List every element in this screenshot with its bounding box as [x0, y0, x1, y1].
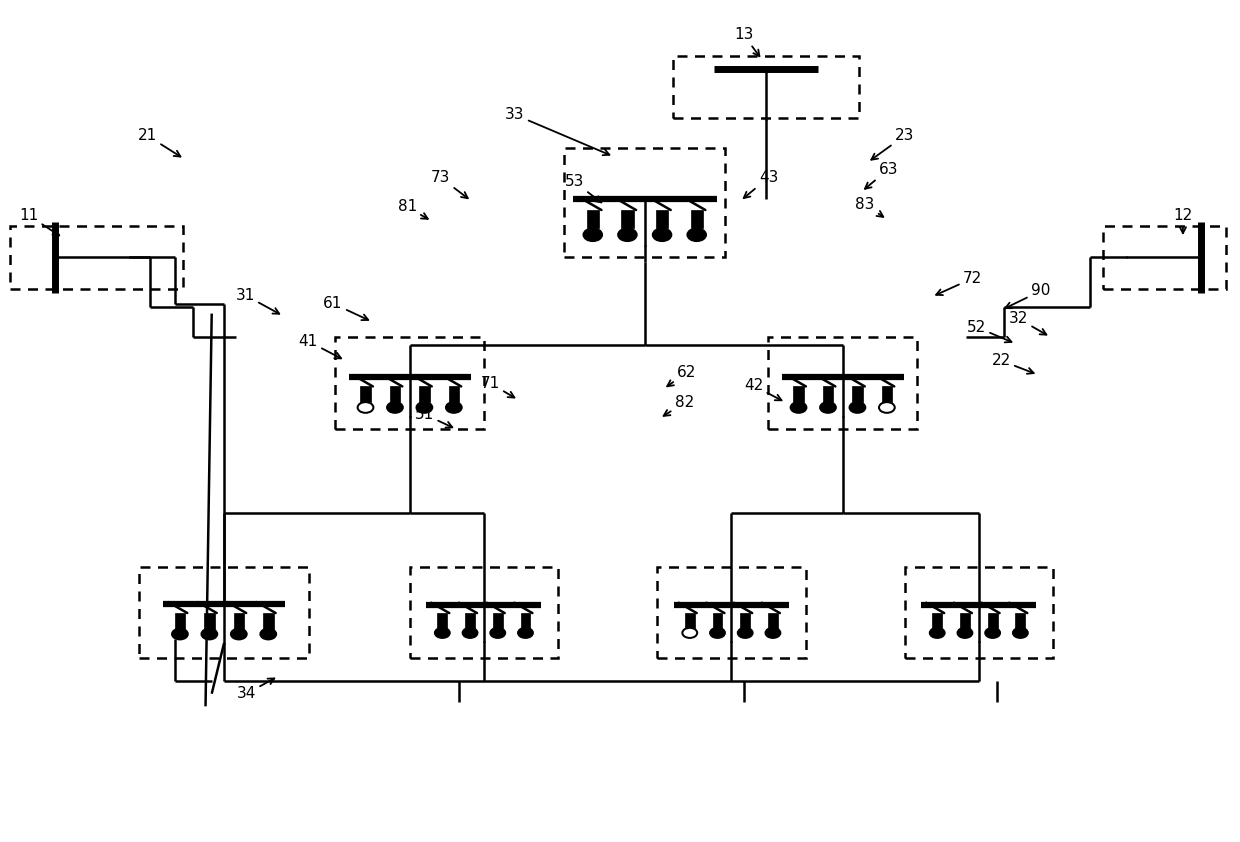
Bar [769, 337, 916, 429]
Circle shape [518, 628, 533, 638]
Circle shape [387, 402, 403, 413]
Text: 42: 42 [744, 378, 781, 400]
Text: 61: 61 [324, 296, 368, 320]
Bar [621, 210, 634, 228]
Circle shape [172, 629, 187, 639]
Circle shape [490, 628, 505, 638]
Bar [960, 613, 970, 628]
Bar [492, 613, 502, 628]
Bar [794, 386, 804, 402]
Bar [740, 613, 750, 628]
Bar [233, 613, 244, 629]
Bar [419, 386, 429, 402]
Circle shape [879, 402, 895, 413]
Text: 21: 21 [138, 128, 181, 157]
Bar [521, 613, 531, 628]
Text: 43: 43 [744, 170, 779, 198]
Text: 12: 12 [1173, 208, 1193, 233]
Text: 34: 34 [237, 679, 274, 701]
Circle shape [201, 629, 217, 639]
Circle shape [711, 628, 725, 638]
Text: 63: 63 [866, 162, 898, 189]
Bar [465, 613, 475, 628]
Bar [409, 567, 558, 658]
Text: 72: 72 [936, 271, 982, 295]
Bar [673, 56, 859, 119]
Bar [449, 386, 459, 402]
Bar [587, 210, 599, 228]
Bar [882, 386, 892, 402]
Text: 71: 71 [480, 376, 515, 397]
Bar [205, 613, 215, 629]
Bar [656, 210, 668, 228]
Circle shape [619, 228, 636, 241]
Text: 83: 83 [856, 197, 883, 217]
Text: 22: 22 [992, 353, 1034, 374]
Bar [175, 613, 185, 629]
Bar [852, 386, 863, 402]
Circle shape [231, 629, 247, 639]
Text: 62: 62 [667, 365, 697, 386]
Circle shape [357, 402, 373, 413]
Bar [139, 567, 310, 658]
Text: 51: 51 [415, 407, 453, 428]
Text: 23: 23 [872, 128, 914, 160]
Circle shape [930, 628, 945, 638]
Text: 13: 13 [734, 28, 759, 56]
Bar [1016, 613, 1025, 628]
Text: 81: 81 [398, 200, 428, 219]
Bar [263, 613, 274, 629]
Circle shape [1013, 628, 1028, 638]
Circle shape [446, 402, 461, 413]
Text: 90: 90 [1006, 284, 1050, 308]
Text: 31: 31 [236, 288, 279, 314]
Bar [657, 567, 806, 658]
Bar [10, 226, 184, 289]
Bar [361, 386, 371, 402]
Circle shape [260, 629, 277, 639]
Bar [684, 613, 694, 628]
Circle shape [682, 628, 697, 638]
Text: 53: 53 [564, 174, 601, 202]
Text: 41: 41 [299, 333, 341, 359]
Bar [932, 613, 942, 628]
Text: 52: 52 [967, 319, 1012, 343]
Circle shape [687, 228, 706, 241]
Circle shape [849, 402, 866, 413]
Circle shape [463, 628, 477, 638]
Bar [988, 613, 998, 628]
Bar [713, 613, 723, 628]
Circle shape [820, 402, 836, 413]
Bar [822, 386, 833, 402]
Circle shape [738, 628, 753, 638]
Bar [768, 613, 777, 628]
Bar [564, 148, 725, 258]
Bar [438, 613, 448, 628]
Circle shape [652, 228, 671, 241]
Circle shape [791, 402, 806, 413]
Circle shape [584, 228, 603, 241]
Circle shape [765, 628, 780, 638]
Text: 32: 32 [1008, 311, 1047, 334]
Text: 33: 33 [505, 107, 609, 155]
Circle shape [986, 628, 1001, 638]
Bar [1102, 226, 1226, 289]
Circle shape [435, 628, 450, 638]
Text: 82: 82 [663, 395, 694, 416]
Bar [389, 386, 401, 402]
Bar [336, 337, 484, 429]
Bar [691, 210, 703, 228]
Text: 73: 73 [432, 170, 467, 198]
Bar [904, 567, 1053, 658]
Text: 11: 11 [19, 208, 60, 236]
Circle shape [417, 402, 433, 413]
Circle shape [957, 628, 972, 638]
